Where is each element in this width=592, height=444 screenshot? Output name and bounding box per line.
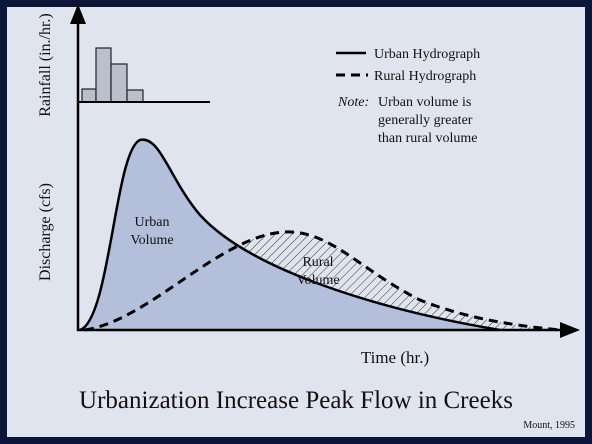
background bbox=[7, 7, 585, 437]
legend-label: Urban Hydrograph bbox=[374, 47, 480, 62]
rainfall-bars bbox=[81, 47, 144, 103]
discharge-label: Discharge (cfs) bbox=[37, 183, 54, 281]
urban-area bbox=[80, 139, 500, 330]
rainfall-label: Rainfall (in./hr.) bbox=[37, 13, 54, 117]
urban-hydrograph bbox=[79, 138, 501, 332]
credit: Mount, 1995 bbox=[523, 420, 575, 431]
note-line: than rural volume bbox=[378, 131, 478, 146]
urban-area-label: Urban bbox=[135, 215, 170, 230]
rural-area-label: Volume bbox=[296, 273, 339, 288]
note-line: Urban volume is bbox=[378, 95, 471, 110]
x-label: Time (hr.) bbox=[361, 348, 429, 367]
note-prefix: Note: bbox=[337, 95, 369, 110]
rural-area-label: Rural bbox=[302, 255, 333, 270]
title: Urbanization Increase Peak Flow in Creek… bbox=[79, 387, 513, 414]
urban-area-label: Volume bbox=[130, 233, 173, 248]
note-line: generally greater bbox=[378, 113, 473, 128]
legend-label: Rural Hydrograph bbox=[374, 69, 476, 84]
rural-hydrograph bbox=[84, 230, 561, 332]
